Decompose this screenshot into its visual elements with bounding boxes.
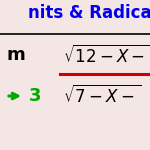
Text: nits & Radica: nits & Radica bbox=[28, 4, 150, 22]
Text: $\sqrt{7 - X -}$: $\sqrt{7 - X -}$ bbox=[63, 85, 142, 107]
Text: $\sqrt{12 - X -}$: $\sqrt{12 - X -}$ bbox=[63, 44, 150, 67]
Text: m: m bbox=[6, 46, 25, 64]
Text: 3: 3 bbox=[28, 87, 41, 105]
